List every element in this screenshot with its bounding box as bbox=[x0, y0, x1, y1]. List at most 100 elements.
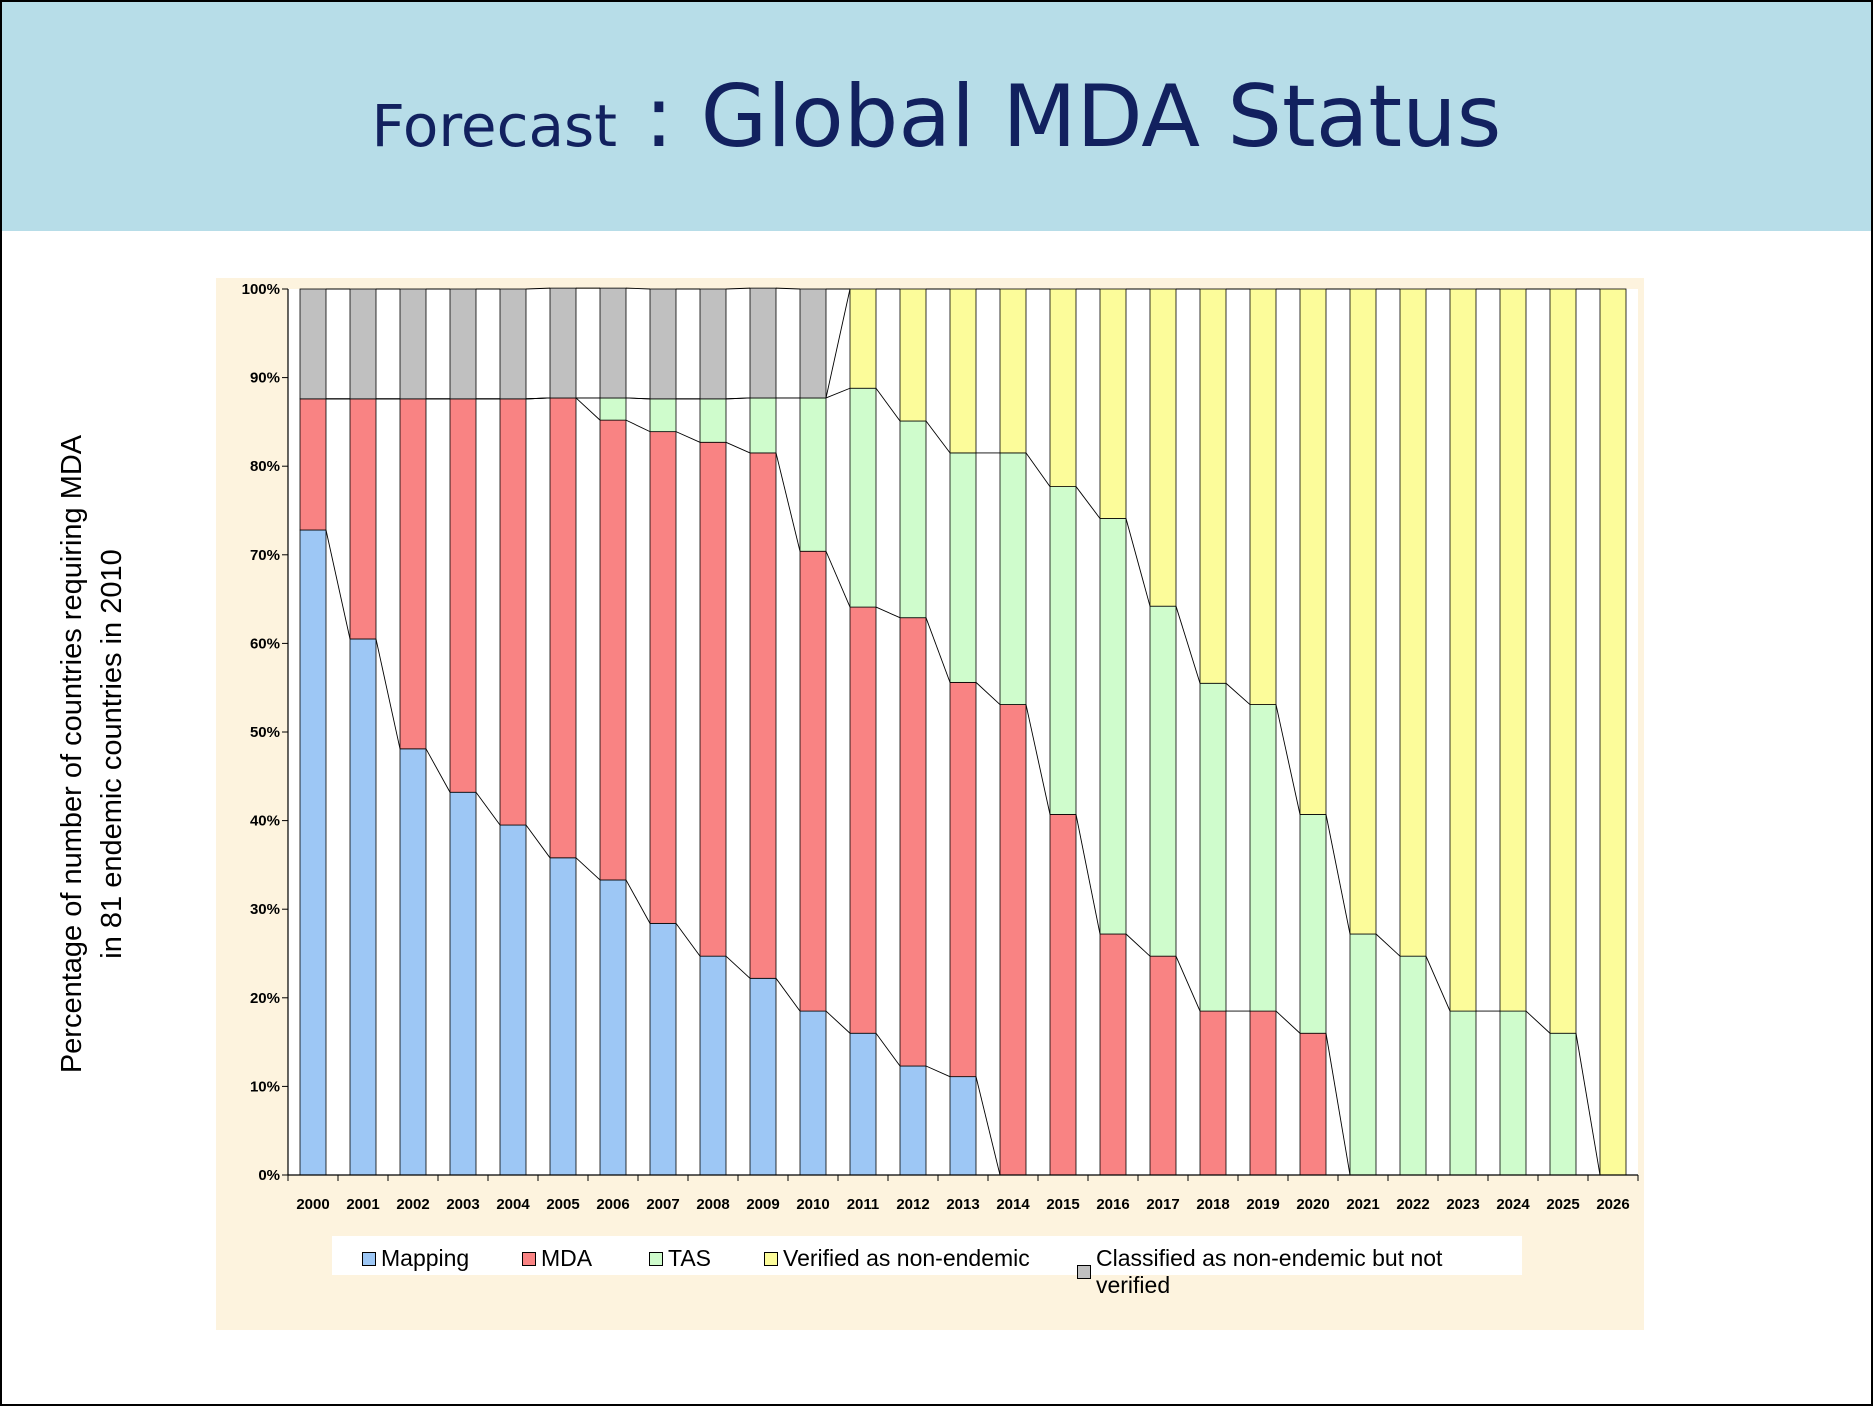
series-line-1-2012 bbox=[925, 1065, 951, 1078]
x-tick-label-2007: 2007 bbox=[646, 1196, 679, 1213]
series-line-3-2017 bbox=[1175, 606, 1201, 684]
series-line-2-2011 bbox=[875, 606, 901, 619]
x-tick-label-2003: 2003 bbox=[446, 1196, 479, 1213]
bar-mda-2020 bbox=[1299, 1032, 1327, 1176]
title-separator: : bbox=[616, 66, 701, 167]
series-line-3-2020 bbox=[1325, 814, 1351, 935]
series-line-2-2008 bbox=[725, 441, 751, 454]
legend-item-classified: Classified as non-endemic but not verifi… bbox=[1077, 1245, 1522, 1299]
series-line-4-2010 bbox=[825, 288, 851, 399]
legend-label-mapping: Mapping bbox=[381, 1245, 470, 1271]
series-line-1-2010 bbox=[825, 1010, 851, 1034]
y-tick-label-1: 10% bbox=[250, 1078, 280, 1095]
bar-verified-2011 bbox=[849, 288, 877, 389]
y-tick-label-8: 80% bbox=[250, 458, 280, 475]
series-line-5-2004 bbox=[525, 287, 551, 290]
title-banner: Forecast : Global MDA Status bbox=[2, 2, 1871, 231]
bar-classified-2007 bbox=[649, 288, 677, 400]
series-line-2-2013 bbox=[975, 682, 1001, 705]
legend-swatch-tas bbox=[649, 1251, 663, 1266]
bar-mda-2015 bbox=[1049, 813, 1077, 1176]
bar-tas-2009 bbox=[749, 397, 777, 454]
y-axis-label-line-1: Percentage of number of countries requir… bbox=[56, 434, 88, 1074]
series-line-2-2015 bbox=[1075, 814, 1101, 935]
legend-item-tas: TAS bbox=[649, 1245, 711, 1272]
bar-mda-2017 bbox=[1149, 955, 1177, 1176]
x-tick-label-2021: 2021 bbox=[1346, 1196, 1379, 1213]
x-tick-label-2004: 2004 bbox=[496, 1196, 530, 1213]
y-axis-label-line-2: in 81 endemic countries in 2010 bbox=[96, 549, 128, 959]
x-tick-label-2010: 2010 bbox=[796, 1196, 829, 1213]
bar-tas-2017 bbox=[1149, 605, 1177, 957]
legend-item-mda: MDA bbox=[522, 1245, 592, 1272]
bar-mapping-2009 bbox=[749, 977, 777, 1176]
series-line-1-2011 bbox=[875, 1032, 901, 1067]
series-line-1-2003 bbox=[475, 791, 501, 826]
x-tick-label-2001: 2001 bbox=[346, 1196, 379, 1213]
legend: Mapping MDA TAS Verified as non-endemic … bbox=[332, 1236, 1522, 1298]
bar-tas-2010 bbox=[799, 397, 827, 552]
bar-classified-2008 bbox=[699, 288, 727, 400]
bar-mapping-2001 bbox=[349, 638, 377, 1176]
series-line-4-2004 bbox=[525, 397, 551, 400]
bar-mapping-2004 bbox=[499, 824, 527, 1176]
bar-mapping-2008 bbox=[699, 955, 727, 1176]
bar-tas-2008 bbox=[699, 398, 727, 443]
bar-mapping-2006 bbox=[599, 879, 627, 1176]
bar-tas-2012 bbox=[899, 420, 927, 619]
x-tick-label-2022: 2022 bbox=[1396, 1196, 1429, 1213]
series-line-4-2006 bbox=[625, 397, 651, 400]
series-line-5-2008 bbox=[725, 287, 751, 290]
y-tick-label-5: 50% bbox=[250, 724, 280, 741]
bar-tas-2025 bbox=[1549, 1032, 1577, 1176]
bar-tas-2020 bbox=[1299, 813, 1327, 1034]
bar-mapping-2010 bbox=[799, 1010, 827, 1176]
series-line-2-2016 bbox=[1125, 933, 1151, 957]
bar-tas-2019 bbox=[1249, 704, 1277, 1012]
legend-item-mapping: Mapping bbox=[362, 1245, 469, 1272]
bar-verified-2018 bbox=[1199, 288, 1227, 684]
bar-mda-2019 bbox=[1249, 1010, 1277, 1176]
bar-mapping-2013 bbox=[949, 1076, 977, 1176]
title-main: Global MDA Status bbox=[700, 66, 1502, 167]
bar-verified-2021 bbox=[1349, 288, 1377, 935]
bar-mda-2002 bbox=[399, 398, 427, 750]
series-line-5-2006 bbox=[625, 287, 651, 290]
series-line-1-2009 bbox=[775, 978, 801, 1012]
bar-mda-2007 bbox=[649, 431, 677, 924]
x-tick-label-2017: 2017 bbox=[1146, 1196, 1179, 1213]
x-tick-label-2020: 2020 bbox=[1296, 1196, 1329, 1213]
series-line-3-2014 bbox=[1025, 452, 1051, 487]
bar-mda-2014 bbox=[999, 704, 1027, 1176]
y-axis-label: Percentage of number of countries requir… bbox=[52, 384, 132, 1124]
legend-swatch-mda bbox=[522, 1251, 536, 1266]
bar-mapping-2003 bbox=[449, 791, 477, 1176]
x-tick-label-2005: 2005 bbox=[546, 1196, 579, 1213]
bar-mda-2001 bbox=[349, 398, 377, 640]
stacked-bar-chart: 0% 10% 20% 30% 40% 50% 60% 70% 80% 90% 100% 2000 200… bbox=[242, 281, 1639, 1213]
bar-mapping-2011 bbox=[849, 1032, 877, 1176]
series-line-1-2000 bbox=[325, 529, 351, 640]
series-line-2-2014 bbox=[1025, 704, 1051, 815]
bar-classified-2001 bbox=[349, 288, 377, 400]
bar-classified-2005 bbox=[549, 287, 577, 399]
x-tick-label-2013: 2013 bbox=[946, 1196, 979, 1213]
bar-tas-2006 bbox=[599, 397, 627, 421]
x-tick-label-2015: 2015 bbox=[1046, 1196, 1079, 1213]
series-line-2-2010 bbox=[825, 551, 851, 608]
x-tick-label-2008: 2008 bbox=[696, 1196, 729, 1213]
bar-tas-2014 bbox=[999, 452, 1027, 705]
series-line-2-2009 bbox=[775, 452, 801, 552]
y-tick-label-4: 40% bbox=[250, 813, 280, 830]
series-line-3-2019 bbox=[1275, 704, 1301, 815]
bar-verified-2019 bbox=[1249, 288, 1277, 705]
series-line-3-2022 bbox=[1425, 955, 1451, 1012]
series-line-3-2018 bbox=[1225, 682, 1251, 705]
title-prefix: Forecast bbox=[371, 91, 617, 160]
series-line-2-2019 bbox=[1275, 1010, 1301, 1034]
chart-area: 0% 10% 20% 30% 40% 50% 60% 70% 80% 90% 100% 2000 200… bbox=[216, 278, 1644, 1330]
legend-label-classified: Classified as non-endemic but not verifi… bbox=[1095, 1245, 1443, 1298]
bar-tas-2015 bbox=[1049, 486, 1077, 815]
x-tick-label-2012: 2012 bbox=[896, 1196, 929, 1213]
